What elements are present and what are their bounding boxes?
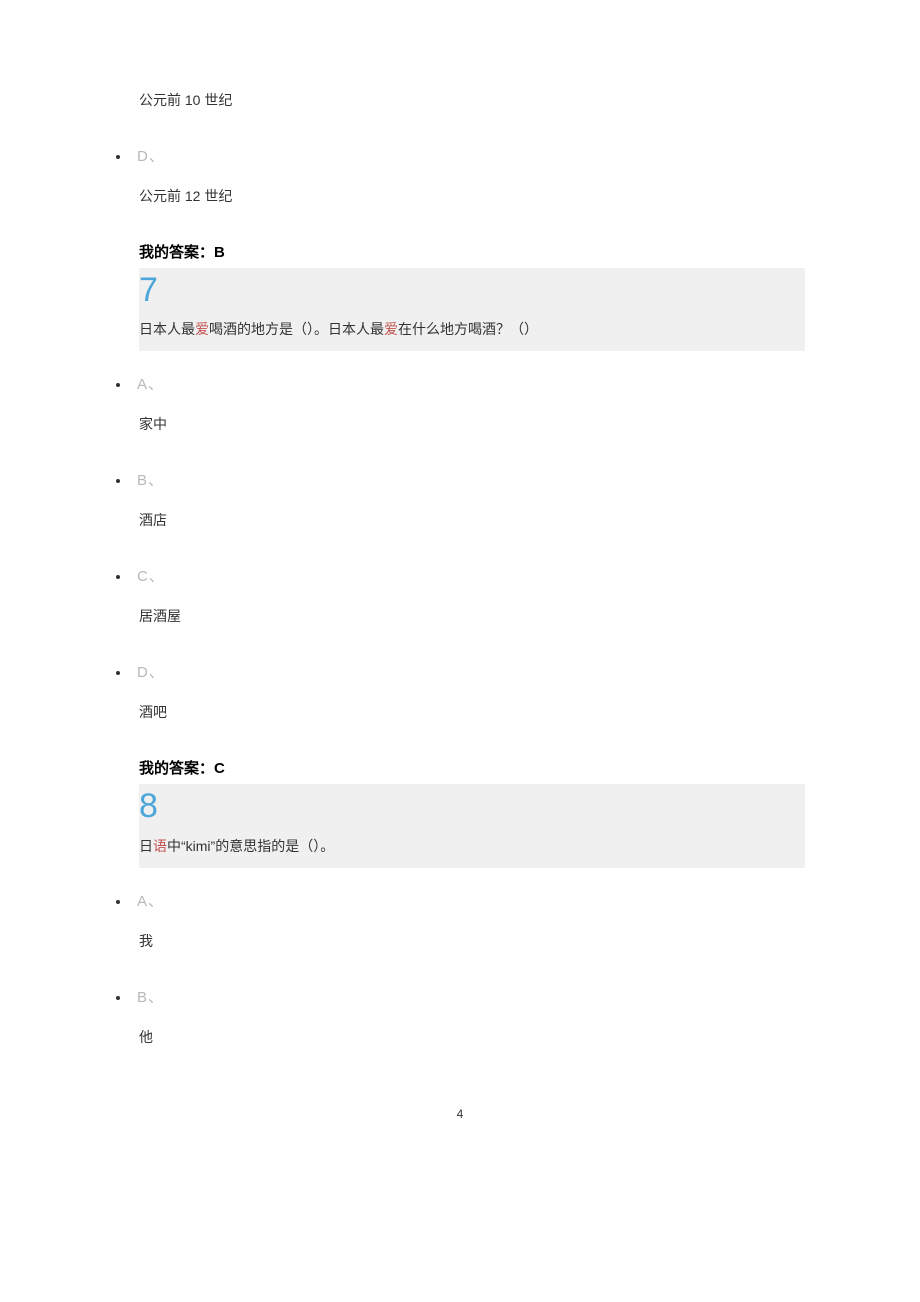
q8-option-b-text: 他 (139, 1027, 805, 1047)
q7-text-red1: 爱 (195, 321, 209, 337)
q7-option-a-bullet: A、 (131, 373, 805, 394)
q7-text: 日本人最爱喝酒的地方是（）。日本人最爱在什么地方喝酒？（） (139, 319, 805, 339)
q8-option-b-letter: B、 (137, 989, 164, 1006)
q7-option-a-text: 家中 (139, 414, 805, 434)
q7-number: 7 (139, 268, 805, 319)
q7-my-answer: 我的答案：C (139, 757, 805, 778)
q7-option-c-text: 居酒屋 (139, 606, 805, 626)
q8-text-pre: 日 (139, 838, 153, 854)
q8-number: 8 (139, 784, 805, 835)
q8-text-red: 语 (153, 838, 167, 854)
q6-option-c-text: 公元前 10 世纪 (139, 90, 805, 110)
q8-option-a-letter: A、 (137, 893, 164, 910)
q7-option-c-bullet: C、 (131, 565, 805, 586)
q8-block: 8 日语中“kimi”的意思指的是（）。 (139, 784, 805, 867)
q6-option-d-row: D、 (115, 145, 805, 166)
q6-option-d-bullet: D、 (131, 145, 805, 166)
q6-option-d-text: 公元前 12 世纪 (139, 186, 805, 206)
q8-option-a-text: 我 (139, 931, 805, 951)
q7-option-c-row: C、 (115, 565, 805, 586)
q8-option-a-bullet: A、 (131, 890, 805, 911)
q7-option-d-row: D、 (115, 661, 805, 682)
q8-text-post: 中“kimi”的意思指的是（）。 (167, 838, 334, 854)
q7-option-b-bullet: B、 (131, 469, 805, 490)
q7-text-mid: 喝酒的地方是（）。日本人最 (209, 321, 384, 337)
q7-block: 7 日本人最爱喝酒的地方是（）。日本人最爱在什么地方喝酒？（） (139, 268, 805, 351)
q7-option-c-letter: C、 (137, 568, 165, 585)
q7-option-b-letter: B、 (137, 472, 164, 489)
q8-text: 日语中“kimi”的意思指的是（）。 (139, 836, 805, 856)
q8-option-b-bullet: B、 (131, 986, 805, 1007)
q7-option-b-row: B、 (115, 469, 805, 490)
q7-option-d-bullet: D、 (131, 661, 805, 682)
q7-text-part1: 日本人最 (139, 321, 195, 337)
q7-option-b-text: 酒店 (139, 510, 805, 530)
q7-option-d-letter: D、 (137, 664, 165, 681)
q6-option-d-letter: D、 (137, 148, 165, 165)
page-container: 公元前 10 世纪 D、 公元前 12 世纪 我的答案：B 7 日本人最爱喝酒的… (0, 0, 920, 1161)
q8-option-b-row: B、 (115, 986, 805, 1007)
q7-text-red2: 爱 (384, 321, 398, 337)
q6-my-answer: 我的答案：B (139, 241, 805, 262)
q7-option-a-row: A、 (115, 373, 805, 394)
q8-option-a-row: A、 (115, 890, 805, 911)
q7-option-a-letter: A、 (137, 376, 164, 393)
q7-option-d-text: 酒吧 (139, 702, 805, 722)
page-number: 4 (115, 1107, 805, 1121)
q7-text-post: 在什么地方喝酒？（） (398, 321, 538, 337)
